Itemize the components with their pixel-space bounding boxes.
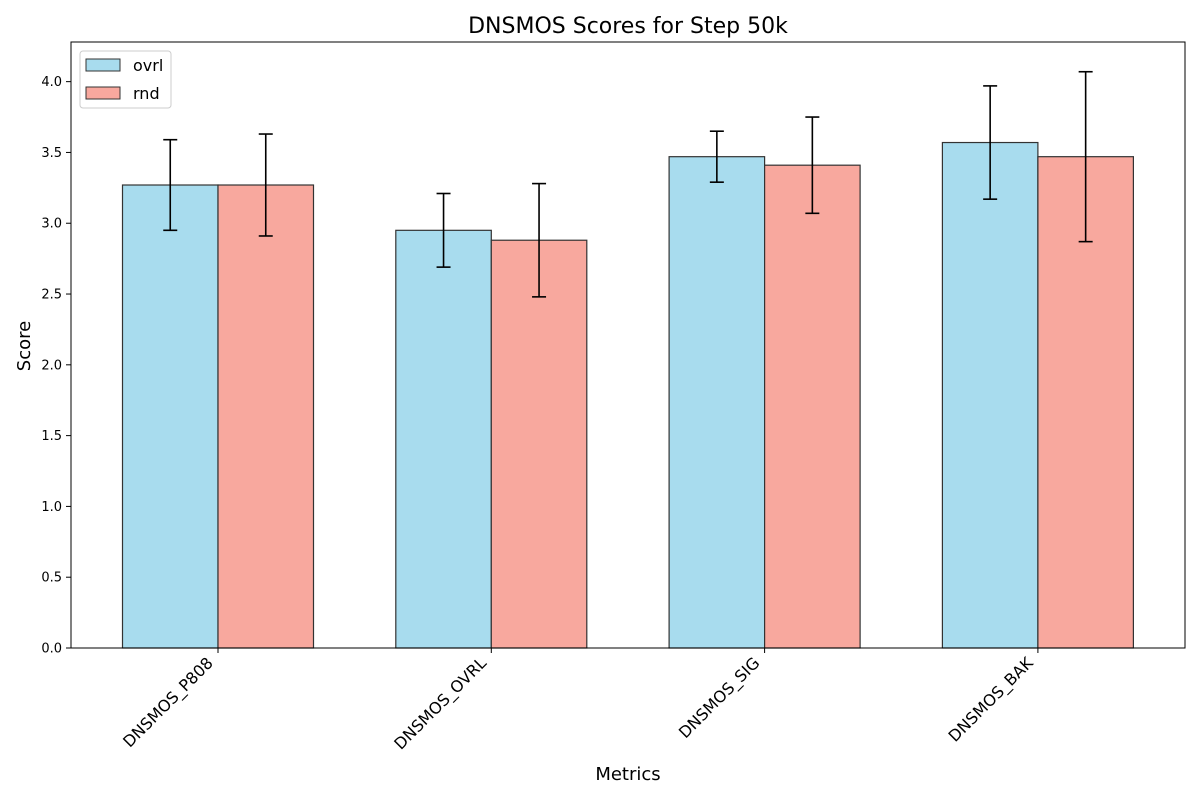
y-tick-label: 1.0	[41, 500, 62, 515]
error-bar-ovrl-dnsmos_bak	[983, 85, 998, 200]
y-tick-label: 1.5	[41, 429, 62, 444]
y-axis-label: Score	[14, 321, 35, 371]
x-tick-label: DNSMOS_BAK	[945, 653, 1038, 746]
bar-ovrl-dnsmos_sig	[668, 156, 766, 649]
y-tick-label: 3.5	[41, 146, 62, 161]
x-tick-label: DNSMOS_SIG	[675, 653, 764, 742]
error-bar-rnd-dnsmos_ovrl	[532, 182, 547, 298]
error-bar-ovrl-dnsmos_p808	[163, 138, 178, 232]
y-tick-label: 0.0	[41, 642, 62, 657]
legend-swatch-ovrl	[85, 58, 121, 72]
error-bar-rnd-dnsmos_bak	[1078, 70, 1093, 243]
y-tick-label: 4.0	[41, 75, 62, 90]
y-tick-label: 3.0	[41, 217, 62, 232]
bar-ovrl-dnsmos_ovrl	[395, 229, 492, 649]
legend-swatch-rnd	[85, 86, 121, 100]
chart-title: DNSMOS Scores for Step 50k	[468, 14, 788, 39]
legend-label-rnd: rnd	[133, 84, 160, 103]
legend: ovrl rnd	[79, 50, 172, 109]
bar-rnd-dnsmos_p808	[217, 184, 315, 649]
bar-rnd-dnsmos_sig	[763, 164, 861, 649]
error-bar-rnd-dnsmos_sig	[805, 116, 820, 215]
error-bar-ovrl-dnsmos_ovrl	[436, 192, 451, 268]
x-tick-label: DNSMOS_P808	[119, 653, 217, 751]
error-bar-rnd-dnsmos_p808	[258, 133, 273, 237]
legend-label-ovrl: ovrl	[133, 56, 163, 75]
bar-rnd-dnsmos_ovrl	[490, 239, 588, 649]
x-axis-label: Metrics	[595, 764, 660, 785]
y-tick-label: 2.5	[41, 288, 62, 303]
y-tick-label: 2.0	[41, 358, 62, 373]
y-tick-label: 0.5	[41, 571, 62, 586]
bar-ovrl-dnsmos_bak	[941, 141, 1039, 649]
bar-ovrl-dnsmos_p808	[121, 184, 219, 649]
error-bar-ovrl-dnsmos_sig	[709, 130, 724, 183]
plot-frame	[70, 41, 1186, 649]
x-tick-label: DNSMOS_OVRL	[390, 653, 491, 754]
